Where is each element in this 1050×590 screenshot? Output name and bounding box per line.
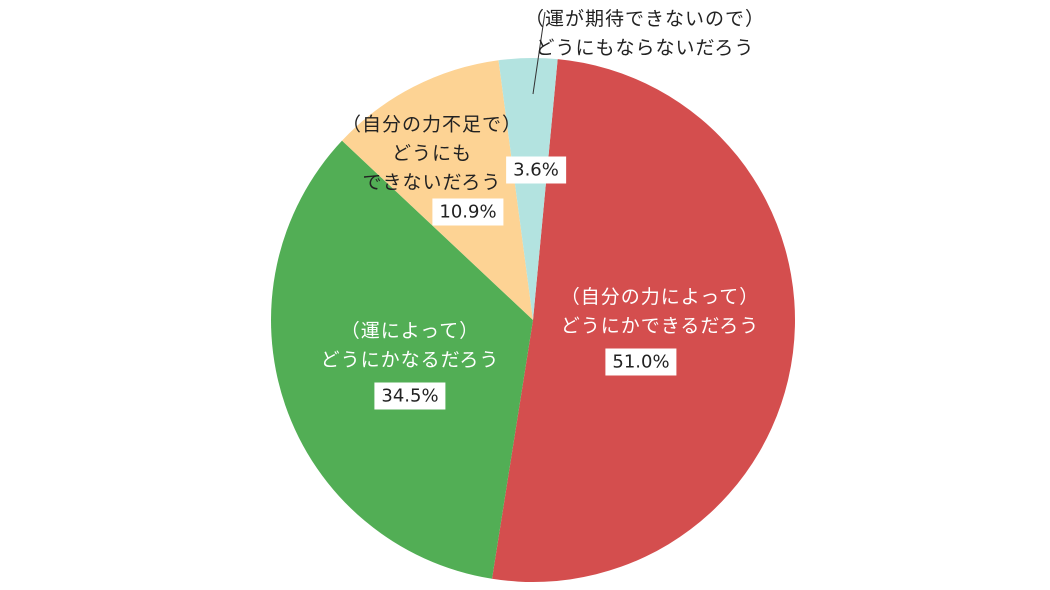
value-label: 10.9% bbox=[432, 198, 504, 226]
slice-label: （運が期待できないので） どうにもならないだろう bbox=[524, 8, 766, 59]
slice-label: （自分の力不足で） どうにも できないだろう bbox=[341, 113, 523, 194]
value-label: 34.5% bbox=[374, 382, 446, 410]
pie-slice bbox=[342, 60, 533, 320]
pie-slice bbox=[498, 57, 558, 320]
value-label: 51.0% bbox=[605, 348, 677, 376]
slice-label: （運によって） どうにかなるだろう bbox=[320, 320, 500, 371]
leader-line bbox=[532, 11, 546, 95]
pie-slice bbox=[270, 140, 533, 579]
pie-slice bbox=[492, 59, 796, 583]
slice-label: （自分の力によって） どうにかできるだろう bbox=[560, 286, 760, 337]
value-label: 3.6% bbox=[506, 156, 566, 184]
